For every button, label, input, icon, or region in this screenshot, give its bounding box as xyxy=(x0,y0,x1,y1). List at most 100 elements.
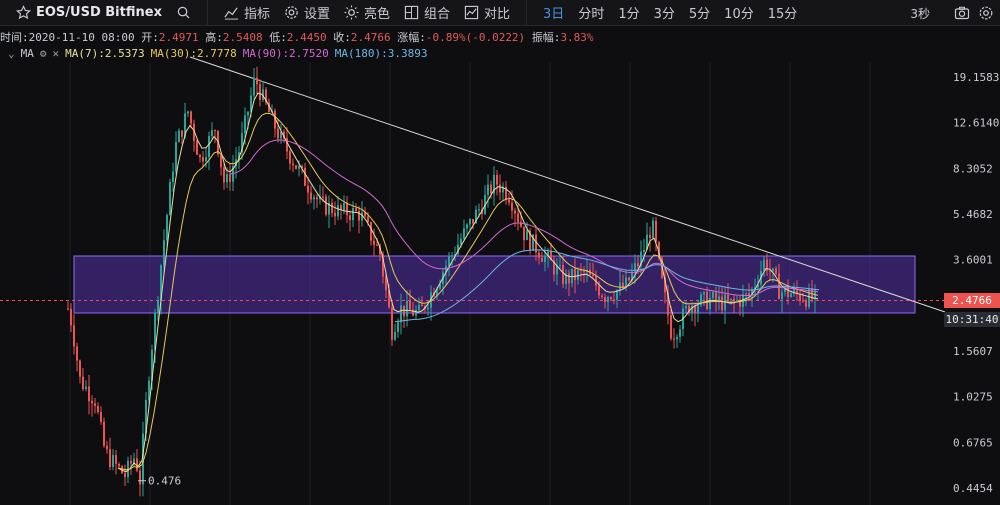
candle-body xyxy=(793,288,795,294)
candle-body xyxy=(130,460,132,464)
candle-body xyxy=(631,271,633,281)
candle-body xyxy=(673,338,675,340)
candle-body xyxy=(766,259,768,271)
interval-5m[interactable]: 5分 xyxy=(688,7,711,22)
candle-body xyxy=(313,197,315,200)
candle-body xyxy=(154,312,156,350)
theme-button[interactable]: 亮色 xyxy=(337,3,397,22)
camera-icon[interactable] xyxy=(954,5,970,21)
settings-label: 设置 xyxy=(303,7,330,22)
candle-body xyxy=(787,287,789,297)
candle-body xyxy=(340,205,342,210)
ma-close-icon[interactable]: ✕ xyxy=(52,47,60,60)
candle-body xyxy=(226,174,228,183)
ma-name[interactable]: MA xyxy=(20,47,34,60)
candle-body xyxy=(106,445,108,450)
interval-15m[interactable]: 15分 xyxy=(767,7,798,22)
candle-body xyxy=(439,283,441,289)
candle-body xyxy=(133,458,135,464)
open-value: 2.4971 xyxy=(158,31,199,44)
price-axis-tick: 1.5607 xyxy=(953,345,993,358)
collapse-chevron-icon[interactable]: ⌄ xyxy=(8,47,15,60)
chart-settings-icon[interactable] xyxy=(978,5,994,21)
candle-body xyxy=(616,290,618,300)
symbol-group[interactable]: EOS/USD Bitfinex xyxy=(0,0,208,26)
candle-body xyxy=(85,386,87,390)
star-icon xyxy=(16,5,31,20)
candle-body xyxy=(205,157,207,162)
candle-body xyxy=(448,256,450,267)
candle-body xyxy=(322,196,324,198)
candle-body xyxy=(223,167,225,183)
candle-body xyxy=(229,174,231,182)
ma30-value: MA(30):2.7778 xyxy=(150,47,237,60)
symbol-name[interactable]: EOS/USD Bitfinex xyxy=(36,5,162,20)
candle-body xyxy=(352,207,354,221)
candle-body xyxy=(325,196,327,215)
candle-body xyxy=(733,298,735,301)
interval-10m[interactable]: 10分 xyxy=(724,7,754,22)
candle-body xyxy=(697,305,699,314)
candle-body xyxy=(769,270,771,272)
candle-body xyxy=(463,228,465,239)
candle-body xyxy=(169,182,171,216)
candle-body xyxy=(559,265,561,267)
candle-body xyxy=(187,111,189,114)
candle-body xyxy=(655,220,657,243)
candle-body xyxy=(118,463,120,467)
candle-body xyxy=(454,254,456,256)
candle-body xyxy=(286,138,288,152)
candle-body xyxy=(679,329,681,337)
candle-body xyxy=(394,331,396,340)
candle-body xyxy=(763,259,765,272)
combine-button[interactable]: 组合 xyxy=(397,3,457,22)
candle-body xyxy=(484,194,486,214)
ma-settings-icon[interactable]: ⚙ xyxy=(39,47,47,60)
settings-button[interactable]: 设置 xyxy=(277,3,337,22)
interval-3d[interactable]: 3日 xyxy=(543,7,565,22)
candle-body xyxy=(193,123,195,141)
candle-body xyxy=(358,210,360,221)
open-label: 开: xyxy=(141,31,159,44)
candle-body xyxy=(385,276,387,291)
candle-body xyxy=(736,299,738,301)
current-price-tag: 2.4766 xyxy=(944,293,1000,308)
candle-body xyxy=(703,291,705,295)
candle-body xyxy=(262,89,264,101)
refresh-rate[interactable]: 3秒 xyxy=(910,7,930,21)
candle-body xyxy=(157,300,159,313)
favorite-star[interactable]: EOS/USD Bitfinex xyxy=(9,5,169,20)
indicators-button[interactable]: 指标 xyxy=(217,3,277,22)
candle-body xyxy=(238,152,240,160)
candle-body xyxy=(709,297,711,310)
price-axis-tick: 12.6140 xyxy=(953,117,999,130)
indicators-label: 指标 xyxy=(243,7,270,22)
candle-body xyxy=(115,455,117,464)
low-value: 2.4450 xyxy=(286,31,327,44)
candle-body xyxy=(541,258,543,262)
candle-body xyxy=(259,84,261,101)
candle-body xyxy=(361,212,363,221)
candle-body xyxy=(607,297,609,302)
candle-body xyxy=(256,77,258,85)
indicator-icon xyxy=(224,5,239,20)
interval-1m[interactable]: 1分 xyxy=(618,7,640,22)
search-button[interactable] xyxy=(169,5,198,20)
ma90-line xyxy=(229,139,819,296)
candle-body xyxy=(94,403,96,406)
candle-body xyxy=(283,131,285,139)
close-value: 2.4766 xyxy=(350,31,391,44)
candle-body xyxy=(367,216,369,223)
candle-body xyxy=(745,293,747,295)
interval-timeshare[interactable]: 分时 xyxy=(578,7,605,22)
candle-body xyxy=(646,234,648,250)
candle-body xyxy=(199,154,201,158)
candle-body xyxy=(274,110,276,129)
interval-3m[interactable]: 3分 xyxy=(653,7,675,22)
ma90-value: MA(90):2.7520 xyxy=(242,47,329,60)
gear-icon xyxy=(284,5,299,20)
candle-body xyxy=(514,210,516,214)
candle-body xyxy=(757,284,759,288)
compare-button[interactable]: 对比 xyxy=(457,3,517,22)
